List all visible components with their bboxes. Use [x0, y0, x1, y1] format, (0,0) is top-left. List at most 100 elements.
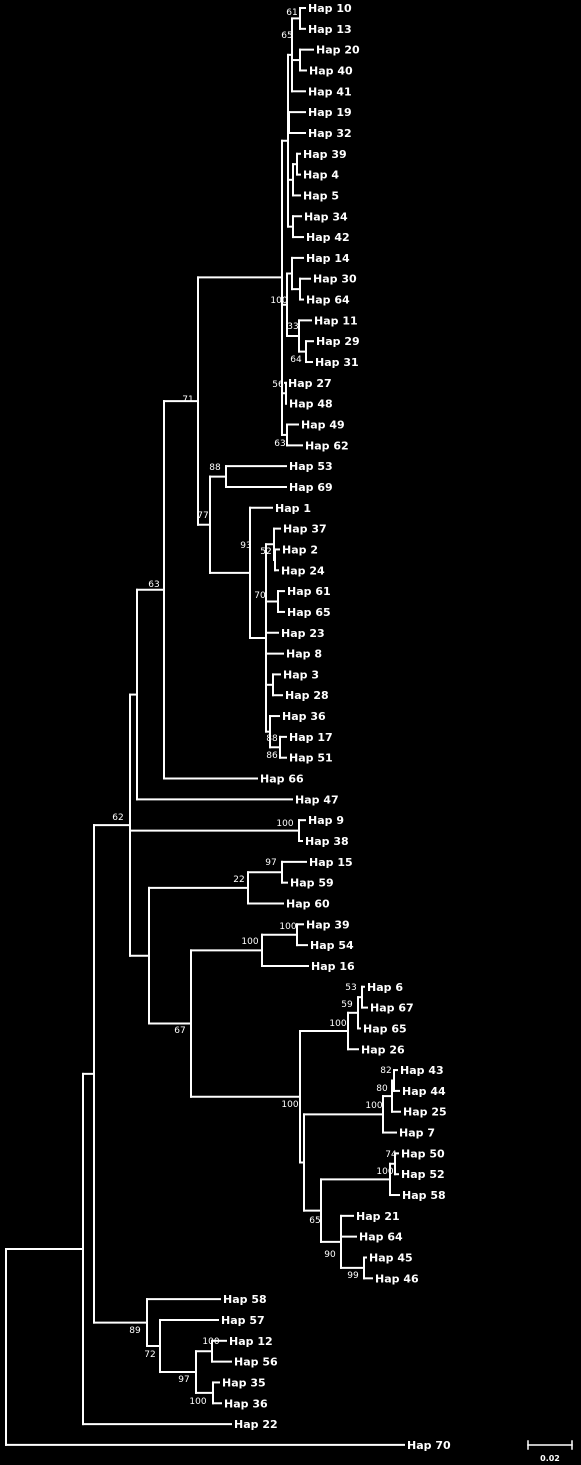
support-value: 22 [233, 875, 244, 885]
tip-label: Hap 14 [306, 252, 350, 265]
tip-label: Hap 12 [229, 1335, 273, 1348]
tip-label: Hap 38 [305, 835, 349, 848]
tip-label: Hap 28 [285, 689, 329, 702]
tip-label: Hap 13 [308, 23, 352, 36]
support-value: 100 [281, 1100, 298, 1110]
support-value: 65 [309, 1216, 320, 1226]
support-value: 100 [365, 1101, 382, 1111]
support-value: 77 [197, 511, 208, 521]
support-value: 97 [265, 858, 276, 868]
support-value: 82 [380, 1066, 391, 1076]
tip-label: Hap 4 [303, 169, 339, 182]
tip-label: Hap 56 [234, 1356, 278, 1369]
support-value: 100 [376, 1167, 393, 1177]
support-value: 52 [260, 547, 271, 557]
tip-label: Hap 50 [401, 1147, 445, 1160]
support-value: 100 [329, 1019, 346, 1029]
tip-label: Hap 34 [304, 210, 348, 223]
support-value: 56 [272, 380, 284, 390]
support-value: 53 [345, 983, 356, 993]
support-value: 99 [347, 1271, 359, 1281]
tip-label: Hap 26 [361, 1043, 405, 1056]
support-value: 100 [279, 922, 296, 932]
tip-label: Hap 15 [309, 856, 353, 869]
tip-label: Hap 27 [288, 377, 332, 390]
support-value: 100 [270, 296, 287, 306]
tip-label: Hap 69 [289, 481, 333, 494]
tip-label: Hap 17 [289, 731, 333, 744]
tip-label: Hap 67 [370, 1002, 414, 1015]
tip-label: Hap 52 [401, 1168, 445, 1181]
support-value: 64 [290, 355, 302, 365]
tip-label: Hap 65 [287, 606, 331, 619]
tip-label: Hap 6 [367, 981, 403, 994]
tip-label: Hap 61 [287, 585, 331, 598]
tip-label: Hap 21 [356, 1210, 400, 1223]
tip-label: Hap 51 [289, 752, 333, 765]
support-value: 100 [241, 937, 258, 947]
support-value: 100 [189, 1397, 206, 1407]
tip-label: Hap 46 [375, 1272, 419, 1285]
tip-label: Hap 29 [316, 335, 360, 348]
support-value: 88 [209, 463, 221, 473]
tip-label: Hap 41 [308, 85, 352, 98]
tip-label: Hap 39 [303, 148, 347, 161]
tip-label: Hap 8 [286, 648, 322, 661]
tip-label: Hap 60 [286, 897, 330, 910]
tip-label: Hap 9 [308, 814, 344, 827]
tip-label: Hap 43 [400, 1064, 444, 1077]
support-value: 100 [202, 1337, 219, 1347]
support-value: 80 [376, 1084, 388, 1094]
tip-label: Hap 40 [309, 64, 353, 77]
scale-bar-label: 0.02 [540, 1454, 560, 1463]
tip-label: Hap 36 [282, 710, 326, 723]
tip-label: Hap 42 [306, 231, 350, 244]
support-values: 61 65 100 33 64 56 63 71 88 77 93 52 70 88 86 63 62 100 97… [112, 8, 397, 1407]
support-value: 97 [178, 1375, 189, 1385]
tip-label: Hap 36 [224, 1397, 268, 1410]
tip-label: Hap 65 [363, 1022, 407, 1035]
tip-label: Hap 45 [369, 1252, 413, 1265]
tip-label: Hap 37 [283, 523, 327, 536]
support-value: 62 [112, 813, 123, 823]
tip-label: Hap 25 [403, 1106, 447, 1119]
support-value: 71 [182, 395, 193, 405]
tip-label: Hap 48 [289, 398, 333, 411]
support-value: 90 [324, 1250, 336, 1260]
tip-label: Hap 39 [306, 918, 350, 931]
tip-label: Hap 62 [305, 439, 349, 452]
tip-label: Hap 20 [316, 44, 360, 57]
support-value: 89 [129, 1326, 141, 1336]
support-value: 88 [266, 734, 278, 744]
tip-label: Hap 2 [282, 543, 318, 556]
tip-label: Hap 35 [222, 1376, 266, 1389]
tip-label: Hap 31 [315, 356, 359, 369]
tip-label: Hap 44 [402, 1085, 446, 1098]
support-value: 70 [254, 591, 266, 601]
tip-label: Hap 58 [223, 1293, 267, 1306]
tip-label: Hap 57 [221, 1314, 265, 1327]
tip-label: Hap 64 [306, 294, 350, 307]
tip-label: Hap 58 [402, 1189, 446, 1202]
scale-bar: 0.02 [527, 1440, 573, 1463]
tip-label: Hap 7 [399, 1127, 435, 1140]
support-value: 86 [266, 751, 278, 761]
tip-label: Hap 49 [301, 419, 345, 432]
support-value: 59 [341, 1000, 353, 1010]
tip-label: Hap 64 [359, 1231, 403, 1244]
tip-labels: Hap 10 Hap 13 Hap 20 Hap 40 Hap 41 Hap 19 Hap … [221, 2, 451, 1452]
tip-label: Hap 22 [234, 1418, 278, 1431]
support-value: 93 [240, 541, 251, 551]
tip-label: Hap 24 [281, 564, 325, 577]
tip-label: Hap 30 [313, 273, 357, 286]
tip-label: Hap 5 [303, 189, 339, 202]
tip-label: Hap 32 [308, 127, 352, 140]
tip-label: Hap 70 [407, 1439, 451, 1452]
support-value: 100 [276, 819, 293, 829]
support-value: 63 [274, 439, 285, 449]
tip-label: Hap 66 [260, 773, 304, 786]
support-value: 72 [144, 1350, 155, 1360]
support-value: 61 [286, 8, 297, 18]
tip-label: Hap 47 [295, 793, 339, 806]
